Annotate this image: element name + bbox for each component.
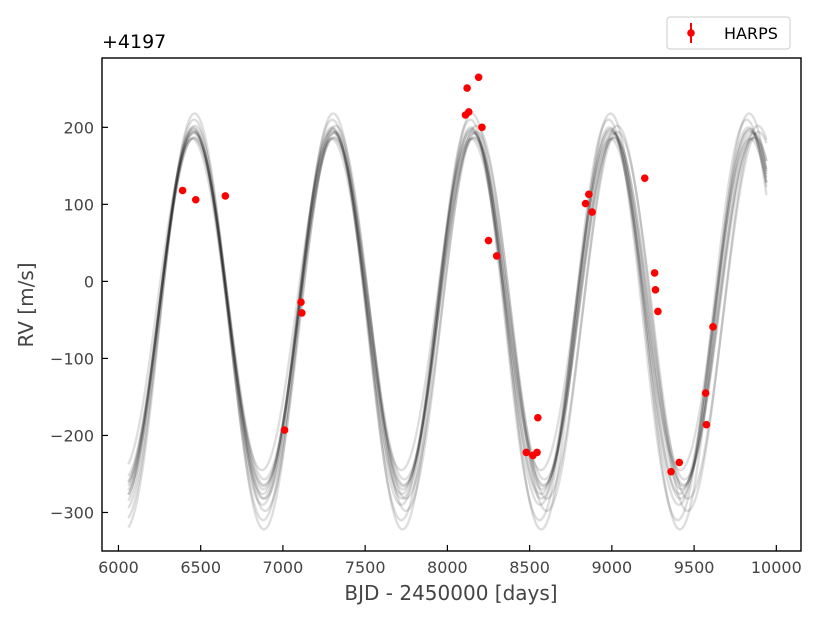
harps-point xyxy=(667,467,675,476)
legend-label-harps: HARPS xyxy=(724,24,778,43)
model-curve-10 xyxy=(127,137,768,472)
x-tick-label: 9000 xyxy=(591,558,632,577)
harps-point xyxy=(701,389,710,397)
y-tick-label: −300 xyxy=(50,503,94,522)
offset-label: +4197 xyxy=(102,31,166,53)
harps-point xyxy=(651,286,660,294)
x-tick-label: 7500 xyxy=(345,558,386,577)
model-curve-7 xyxy=(127,136,768,481)
x-axis-ticks: 6000 6500 7000 7500 8000 8500 9000 9500 10000 xyxy=(98,545,802,577)
harps-point xyxy=(221,192,230,200)
plot-frame xyxy=(101,57,802,552)
y-axis-label: RV [m/s] xyxy=(14,262,38,347)
model-curve-8 xyxy=(127,118,768,522)
harps-point xyxy=(533,448,541,457)
legend-box xyxy=(666,16,791,50)
y-tick-label: 200 xyxy=(63,118,94,137)
harps-point xyxy=(588,208,596,216)
model-curve-6 xyxy=(127,126,768,507)
harps-point xyxy=(464,108,473,116)
harps-point xyxy=(534,413,542,422)
model-curve-4 xyxy=(127,127,768,500)
model-curve-3 xyxy=(127,132,768,486)
harps-point xyxy=(675,458,684,467)
x-tick-label: 9500 xyxy=(674,558,715,577)
x-tick-label: 8000 xyxy=(427,558,468,577)
x-tick-label: 10000 xyxy=(751,558,802,577)
y-tick-label: 0 xyxy=(84,272,94,291)
harps-points xyxy=(178,73,717,476)
harps-point xyxy=(474,73,483,82)
model-curve-9 xyxy=(127,124,768,513)
x-tick-label: 6500 xyxy=(180,558,221,577)
harps-point xyxy=(492,252,501,260)
y-tick-label: −200 xyxy=(50,426,94,445)
y-axis-ticks: −300 −200 −100 0 100 200 xyxy=(50,118,108,522)
x-axis-label: BJD - 2450000 [days] xyxy=(344,581,557,605)
harps-point xyxy=(654,307,662,316)
harps-point xyxy=(650,269,659,277)
model-curve-2 xyxy=(127,129,768,496)
harps-point xyxy=(581,199,590,208)
harps-point xyxy=(463,84,471,92)
legend-marker-icon xyxy=(687,29,695,37)
harps-point xyxy=(709,323,717,331)
harps-point xyxy=(702,420,711,429)
model-curve-11 xyxy=(127,112,768,531)
harps-point xyxy=(297,298,305,306)
x-tick-label: 6000 xyxy=(98,558,139,577)
plot-background xyxy=(102,58,801,551)
y-tick-label: 100 xyxy=(63,195,94,214)
x-tick-label: 7000 xyxy=(263,558,304,577)
x-tick-label: 8500 xyxy=(509,558,550,577)
y-tick-label: −100 xyxy=(50,349,94,368)
legend: HARPS xyxy=(666,16,791,50)
harps-point xyxy=(298,309,306,317)
harps-point xyxy=(478,123,486,132)
harps-point xyxy=(191,195,200,204)
harps-point xyxy=(640,174,649,182)
model-curve-12 xyxy=(127,130,768,500)
model-curves xyxy=(127,112,768,531)
harps-point xyxy=(522,448,531,457)
harps-point xyxy=(484,236,493,245)
harps-point xyxy=(178,186,187,195)
model-curve-1 xyxy=(127,130,768,491)
harps-point xyxy=(280,426,289,434)
harps-point xyxy=(585,190,593,199)
model-curve-5 xyxy=(127,136,768,488)
